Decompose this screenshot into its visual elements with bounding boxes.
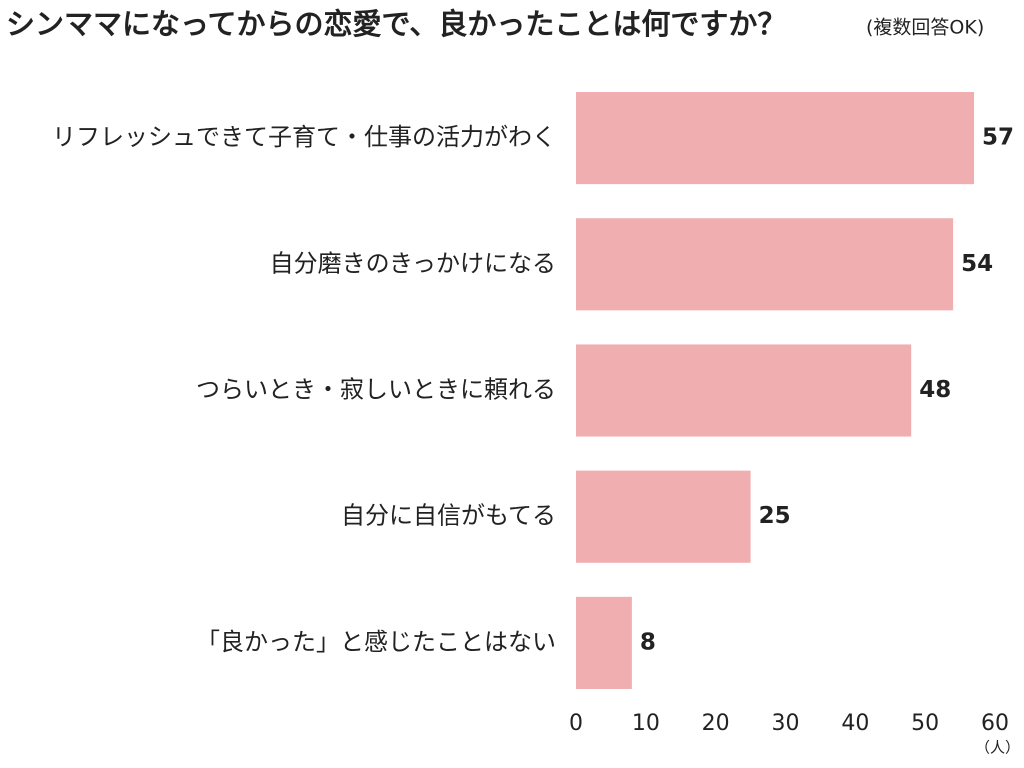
value-label: 8 <box>640 629 656 655</box>
x-tick-label: 30 <box>772 711 800 736</box>
x-tick-label: 10 <box>632 711 660 736</box>
x-axis-label: （人） <box>975 739 1020 757</box>
y-tick-label: 自分磨きのきっかけになる <box>270 249 556 277</box>
x-tick-label: 20 <box>702 711 730 736</box>
x-tick-label: 40 <box>841 711 869 736</box>
value-label: 54 <box>961 251 993 277</box>
y-tick-label: 「良かった」と感じたことはない <box>196 628 556 656</box>
value-label: 25 <box>759 503 791 529</box>
chart-subtitle: (複数回答OK) <box>866 17 984 39</box>
bar <box>576 92 975 185</box>
bar <box>576 470 751 563</box>
chart-title: シンママになってからの恋愛で、良かったことは何ですか？ <box>6 7 786 41</box>
y-tick-label: つらいとき・寂しいときに頼れる <box>196 376 556 404</box>
x-tick-label: 0 <box>569 711 583 736</box>
bar <box>576 596 632 689</box>
x-tick-label: 50 <box>911 711 939 736</box>
bar <box>576 218 954 311</box>
value-label: 48 <box>919 377 951 403</box>
y-tick-label: リフレッシュできて子育て・仕事の活力がわく <box>52 123 556 151</box>
bar <box>576 344 912 437</box>
x-tick-label: 60 <box>981 711 1009 736</box>
y-tick-label: 自分に自信がもてる <box>341 502 556 530</box>
value-label: 57 <box>982 125 1014 151</box>
